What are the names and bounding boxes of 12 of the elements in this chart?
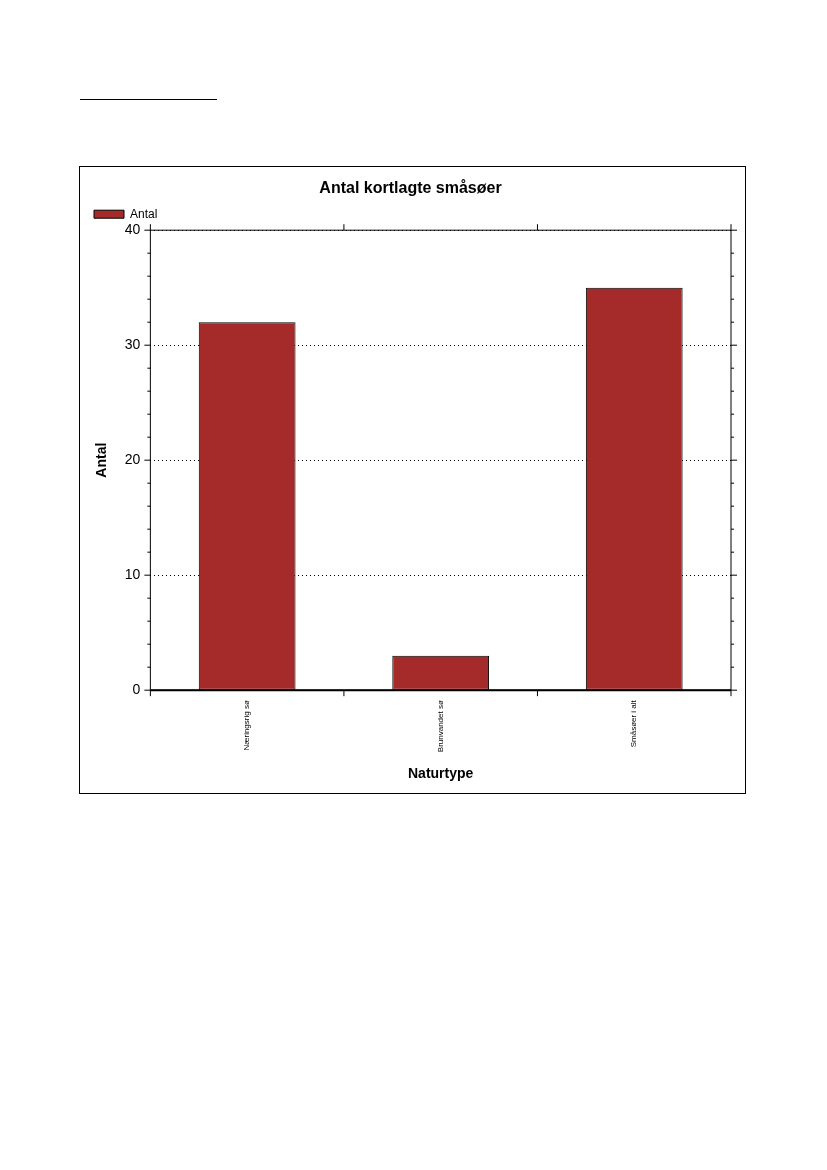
y-tick-label: 30 [124,336,141,353]
x-tick-label: Brunvandet sø [435,700,445,753]
y-tick-label: 40 [124,221,141,238]
x-axis-title: Naturtype [408,765,474,782]
y-tick-label: 20 [124,451,141,468]
legend-label: Antal [130,206,158,221]
y-axis-title: Antal [93,442,110,478]
x-tick-label: Småsøer i alt [629,699,639,748]
x-tick-label: Næringsrig sø [242,700,252,751]
chart-title: Antal kortlagte småsøer [319,179,502,197]
y-tick-label: 0 [132,681,141,698]
y-tick-label: 10 [124,566,141,583]
